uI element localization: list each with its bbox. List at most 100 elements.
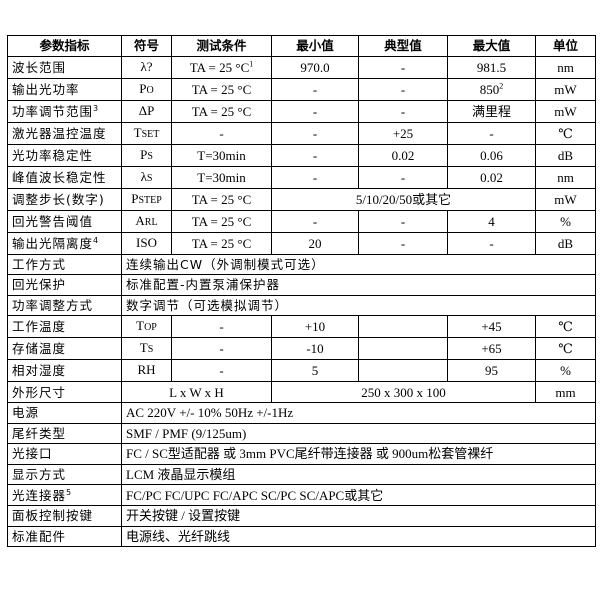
- column-header: 单位: [535, 35, 596, 57]
- table-row: 光连接器5 FC/PC FC/UPC FC/APC SC/PC SC/APC或其它: [7, 484, 596, 506]
- typ-value: -: [358, 209, 448, 233]
- description: 连续输出CW（外调制模式可选）: [121, 253, 596, 276]
- typ-value: -: [358, 231, 448, 255]
- test-condition: -: [171, 315, 272, 339]
- param-name: 光功率稳定性: [7, 143, 122, 167]
- min-value: -: [271, 143, 359, 167]
- table-row: 工作方式 连续输出CW（外调制模式可选）: [7, 253, 596, 276]
- param-name: 工作方式: [7, 253, 122, 276]
- min-value: -: [271, 209, 359, 233]
- typ-value: -: [358, 55, 448, 79]
- symbol: TOP: [121, 315, 172, 339]
- max-value: 981.5: [447, 55, 536, 79]
- dimension-label: L x W x H: [121, 381, 272, 403]
- table-row: 相对湿度 RH - 5 95 %: [7, 359, 596, 383]
- table-row: 面板控制按键 开关按键 / 设置按键: [7, 504, 596, 527]
- param-name: 输出光功率: [7, 77, 122, 101]
- header-row: 参数指标 符号 测试条件 最小值 典型值 最大值 单位: [7, 35, 596, 57]
- table-row: 功率调节范围3 ΔP TA = 25 °C - - 满里程 mW: [7, 99, 596, 123]
- table-row: 峰值波长稳定性 λS T=30min - - 0.02 nm: [7, 165, 596, 189]
- test-condition: -: [171, 337, 272, 361]
- max-value: +45: [447, 315, 536, 339]
- description: 电源线、光纤跳线: [121, 525, 596, 548]
- test-condition: -: [171, 121, 272, 145]
- symbol: ΔP: [121, 99, 172, 123]
- unit: dB: [535, 143, 596, 167]
- symbol: ISO: [121, 231, 172, 255]
- max-value: +65: [447, 337, 536, 361]
- param-name: 电源: [7, 401, 122, 424]
- symbol: λS: [121, 165, 172, 189]
- test-condition: -: [171, 359, 272, 383]
- table-row: 外形尺寸 L x W x H 250 x 300 x 100 mm: [7, 381, 596, 403]
- table-row: 输出光隔离度4 ISO TA = 25 °C 20 - - dB: [7, 231, 596, 255]
- column-header: 参数指标: [7, 35, 122, 57]
- description: FC/PC FC/UPC FC/APC SC/PC SC/APC或其它: [121, 484, 596, 506]
- min-value: 20: [271, 231, 359, 255]
- table-row: 波长范围 λ? TA = 25 °C1 970.0 - 981.5 nm: [7, 55, 596, 79]
- typ-value: [358, 315, 448, 339]
- unit: dB: [535, 231, 596, 255]
- table-row: 标准配件 电源线、光纤跳线: [7, 525, 596, 548]
- param-name: 外形尺寸: [7, 381, 122, 403]
- test-condition: TA = 25 °C: [171, 77, 272, 101]
- typ-value: [358, 337, 448, 361]
- table-row: 功率调整方式 数字调节（可选模拟调节）: [7, 294, 596, 317]
- step-value: 5/10/20/50或其它: [271, 187, 536, 211]
- min-value: 5: [271, 359, 359, 383]
- param-name: 工作温度: [7, 315, 122, 339]
- param-name: 波长范围: [7, 55, 122, 79]
- test-condition: T=30min: [171, 143, 272, 167]
- unit: mW: [535, 187, 596, 211]
- column-header: 符号: [121, 35, 172, 57]
- table-row: 尾纤类型 SMF / PMF (9/125um): [7, 422, 596, 445]
- min-value: -: [271, 165, 359, 189]
- symbol: λ?: [121, 55, 172, 79]
- table-row: 激光器温控温度 TSET - - +25 - ℃: [7, 121, 596, 145]
- unit: mW: [535, 99, 596, 123]
- min-value: -: [271, 99, 359, 123]
- unit: mm: [535, 381, 596, 403]
- symbol: RH: [121, 359, 172, 383]
- column-header: 典型值: [358, 35, 448, 57]
- symbol: ARL: [121, 209, 172, 233]
- param-name: 标准配件: [7, 525, 122, 548]
- min-value: -: [271, 121, 359, 145]
- param-name: 回光警告阈值: [7, 209, 122, 233]
- table-row: 回光警告阈值 ARL TA = 25 °C - - 4 %: [7, 209, 596, 233]
- table-row: 输出光功率 PO TA = 25 °C - - 8502 mW: [7, 77, 596, 101]
- column-header: 最大值: [447, 35, 536, 57]
- unit: %: [535, 359, 596, 383]
- param-name: 功率调节范围3: [7, 99, 122, 123]
- unit: ℃: [535, 315, 596, 339]
- test-condition: TA = 25 °C: [171, 99, 272, 123]
- typ-value: [358, 359, 448, 383]
- test-condition: TA = 25 °C1: [171, 55, 272, 79]
- max-value: 0.06: [447, 143, 536, 167]
- max-value: 8502: [447, 77, 536, 101]
- typ-value: 0.02: [358, 143, 448, 167]
- typ-value: -: [358, 77, 448, 101]
- column-header: 最小值: [271, 35, 359, 57]
- description: SMF / PMF (9/125um): [121, 422, 596, 445]
- test-condition: T=30min: [171, 165, 272, 189]
- symbol: TSET: [121, 121, 172, 145]
- description: FC / SC型适配器 或 3mm PVC尾纤带连接器 或 900um松套管裸纤: [121, 443, 596, 465]
- symbol: PO: [121, 77, 172, 101]
- dimension-value: 250 x 300 x 100: [271, 381, 536, 403]
- unit: nm: [535, 55, 596, 79]
- param-name: 相对湿度: [7, 359, 122, 383]
- min-value: -: [271, 77, 359, 101]
- param-name: 调整步长(数字): [7, 187, 122, 211]
- max-value: -: [447, 121, 536, 145]
- test-condition: TA = 25 °C: [171, 231, 272, 255]
- param-name: 存储温度: [7, 337, 122, 361]
- param-name: 光连接器5: [7, 484, 122, 506]
- table-row: 工作温度 TOP - +10 +45 ℃: [7, 315, 596, 339]
- test-condition: TA = 25 °C: [171, 209, 272, 233]
- column-header: 测试条件: [171, 35, 272, 57]
- symbol: PS: [121, 143, 172, 167]
- min-value: +10: [271, 315, 359, 339]
- table-row: 显示方式 LCM 液晶显示模组: [7, 463, 596, 486]
- symbol: TS: [121, 337, 172, 361]
